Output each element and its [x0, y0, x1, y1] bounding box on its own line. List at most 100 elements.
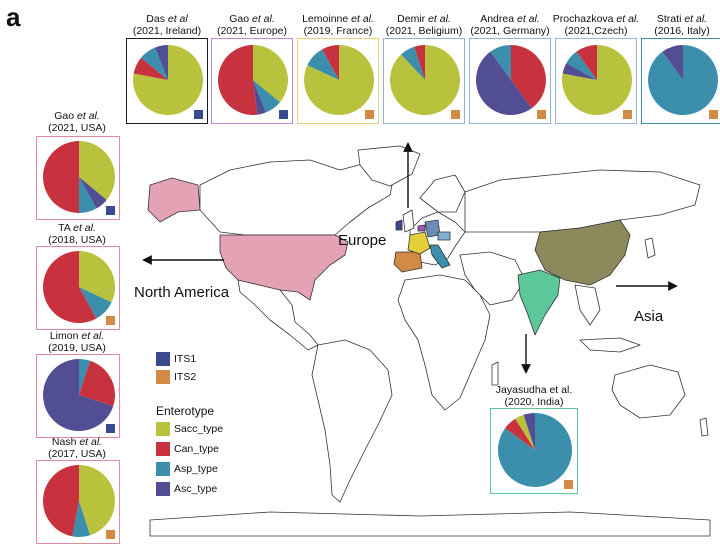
pie-slice-asc — [662, 45, 683, 80]
china — [534, 219, 631, 286]
ireland — [395, 219, 403, 231]
middle-east — [459, 251, 526, 306]
study-year-location: (2021, USA) — [48, 122, 106, 134]
pie-slice-asp — [141, 47, 168, 80]
japan — [644, 237, 656, 259]
pie-chart-andrea — [476, 45, 546, 115]
pie-slice-asc — [476, 51, 532, 115]
study-panel-demir — [383, 38, 465, 124]
study-panel-andrea — [469, 38, 551, 124]
study-author: Das — [146, 13, 165, 25]
antarctica — [149, 511, 711, 537]
marker-badge-its2 — [106, 530, 115, 539]
france — [407, 231, 431, 255]
study-title-line1: Jayasudha et al. — [474, 384, 594, 396]
study-title-line1: Andrea et al. — [450, 13, 570, 25]
study-year-location: (2019, USA) — [48, 342, 106, 354]
pie-chart-ta — [42, 251, 116, 323]
pie-chart-demir — [390, 45, 460, 115]
study-et-al: et al. — [351, 13, 374, 25]
study-author: Demir — [397, 13, 426, 25]
africa — [397, 274, 491, 411]
study-author: Lemoinne — [302, 13, 349, 25]
pie-slice-can — [511, 45, 546, 109]
pie-slice-can — [505, 418, 535, 450]
belgium — [417, 224, 426, 232]
study-year-location: (2016, Italy) — [654, 25, 710, 37]
legend-sacc-label: Sacc_type — [174, 423, 224, 435]
pie-slice-sacc — [79, 141, 115, 200]
pie-chart-gao-europe — [218, 45, 288, 115]
legend-its1-swatch — [156, 352, 170, 366]
study-et-al: et al. — [79, 436, 103, 448]
uk — [402, 209, 415, 233]
study-title-gao-europe: Gao et al. (2021, Europe) — [192, 13, 312, 37]
marker-badge-its2 — [106, 316, 115, 325]
enterotype-legend-title: Enterotype — [156, 404, 215, 418]
study-author: TA — [58, 222, 71, 234]
marker-badge-its1 — [194, 110, 203, 119]
study-year-location: (2021,Czech) — [564, 25, 628, 37]
pie-chart-das — [133, 45, 203, 115]
marker-badge-its2 — [623, 110, 632, 119]
pie-slice-asc — [253, 80, 266, 115]
pie-slice-asp — [72, 501, 91, 537]
study-title-nash: Nash et al. (2017, USA) — [17, 436, 137, 460]
pie-slice-asp — [307, 49, 339, 80]
study-panel-prochazkova — [555, 38, 637, 124]
world-map — [147, 145, 711, 537]
study-author: Gao — [229, 13, 250, 25]
marker-badge-its2 — [564, 480, 573, 489]
pie-chart-gao-usa — [43, 141, 115, 213]
madagascar — [491, 361, 499, 386]
study-title-gao-usa: Gao et al. (2021, USA) — [17, 110, 137, 134]
study-et-al: et al. — [517, 13, 540, 25]
legend-asp-swatch — [156, 462, 170, 476]
panel-label: a — [6, 2, 21, 32]
marker-badge-its1 — [106, 424, 115, 433]
study-title-andrea: Andrea et al. (2021, Germany) — [450, 13, 570, 37]
study-title-line1: Gao et al. — [17, 110, 137, 122]
pie-slice-sacc — [79, 465, 115, 536]
study-title-jayasudha: Jayasudha et al. (2020, India) — [474, 384, 594, 408]
study-et-al: et al. — [77, 110, 100, 122]
study-author: Gao — [54, 110, 75, 122]
russia — [464, 169, 701, 233]
legend-can-swatch — [156, 442, 170, 456]
canada — [199, 159, 396, 236]
pie-slice-can — [576, 45, 597, 80]
study-title-line1: TA et al. — [17, 222, 137, 234]
pie-slice-asp — [79, 287, 112, 319]
india — [517, 269, 561, 336]
study-year-location: (2019, France) — [303, 25, 373, 37]
study-year-location: (2021, Germany) — [470, 25, 550, 37]
pie-slice-asc — [79, 177, 107, 209]
marker-badge-its1 — [279, 110, 288, 119]
legend-sacc-swatch — [156, 422, 170, 436]
pie-slice-can — [42, 251, 97, 323]
pie-slice-can — [414, 45, 425, 80]
pie-chart-strati — [648, 45, 718, 116]
pie-slice-asp — [401, 46, 425, 80]
study-title-line1: Limon et al. — [17, 330, 137, 342]
study-panel-jayasudha — [490, 408, 578, 494]
study-title-line1: Demir et al. — [364, 13, 484, 25]
study-panel-gao-europe — [211, 38, 293, 124]
legend-its2-label: ITS2 — [174, 371, 197, 383]
australia — [611, 364, 686, 419]
study-author: Andrea — [480, 13, 515, 25]
pie-chart-limon — [43, 359, 115, 431]
pie-slice-asp — [648, 45, 718, 116]
indonesia — [579, 337, 641, 353]
marker-badge-its1 — [106, 206, 115, 215]
study-year-location: (2018, USA) — [48, 234, 106, 246]
study-author: Nash — [51, 436, 77, 448]
pie-slice-asp — [79, 359, 91, 395]
legend-its2-swatch — [156, 370, 170, 384]
pie-slice-sacc — [515, 414, 535, 450]
study-author: Prochazkova — [552, 13, 614, 25]
legend-asc-label: Asc_type — [174, 483, 218, 495]
pie-slice-asp — [253, 80, 280, 113]
study-panel-lemoine — [297, 38, 379, 124]
